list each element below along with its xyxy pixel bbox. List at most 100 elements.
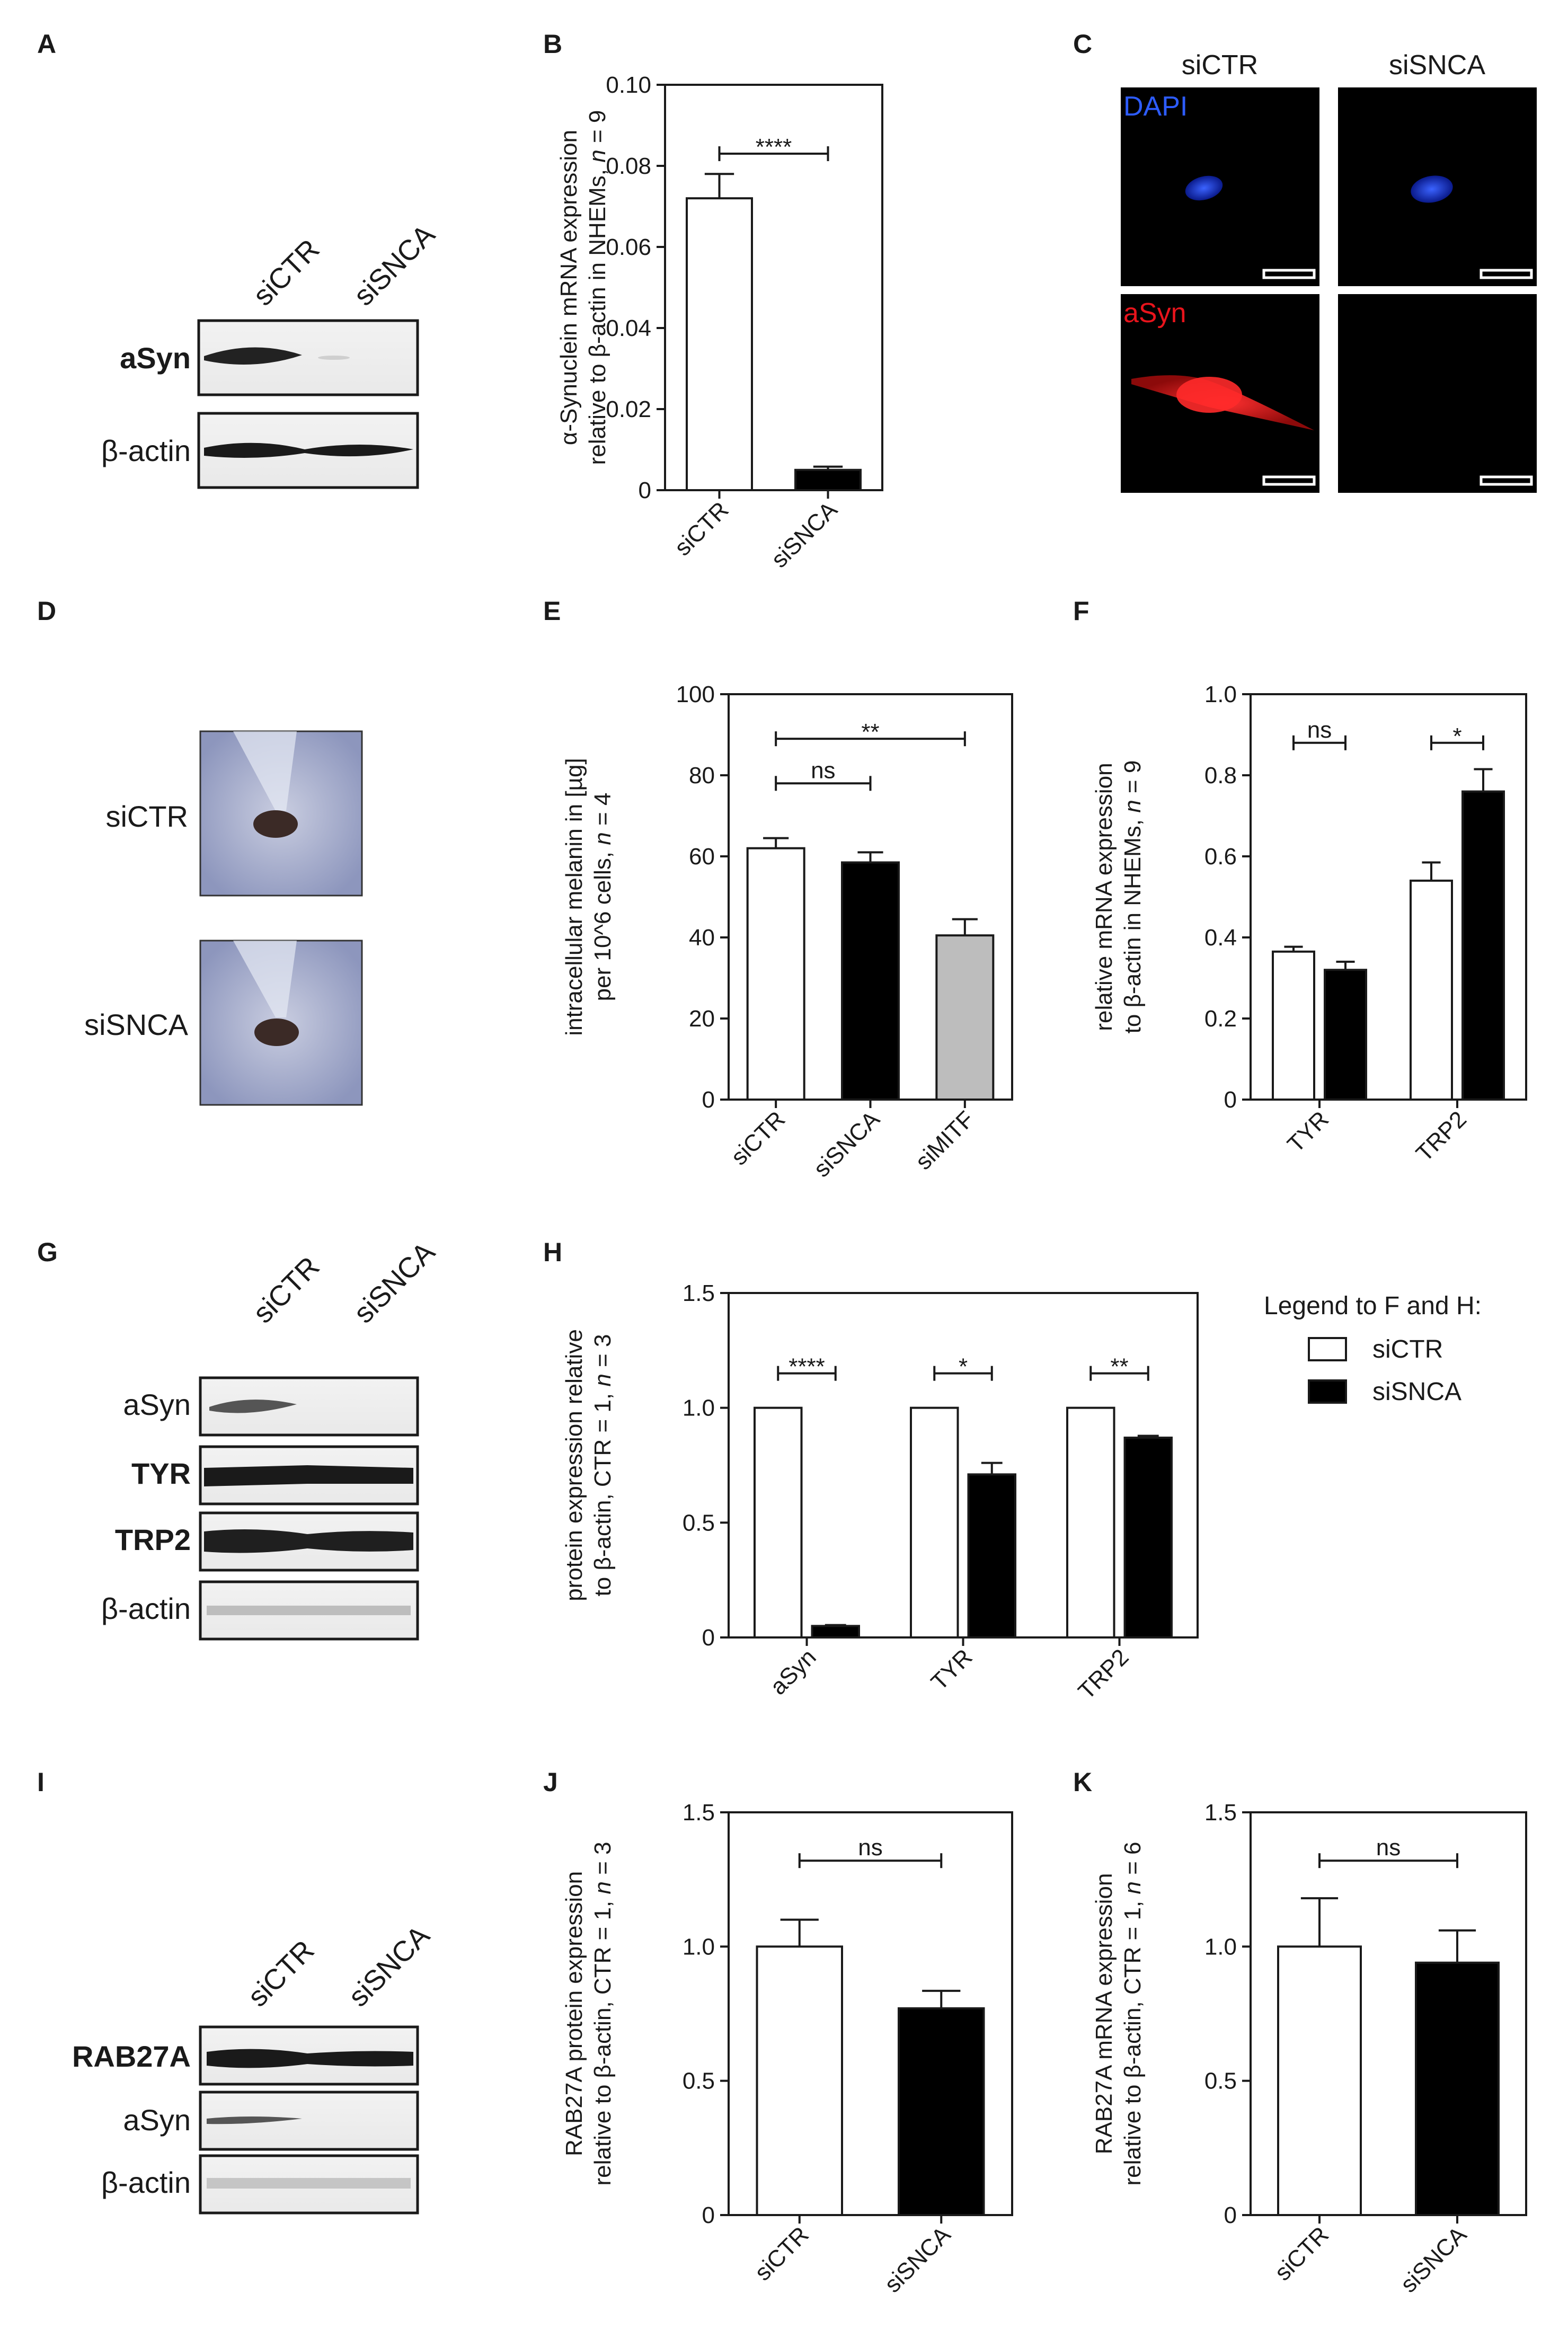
legend-label-2: siSNCA xyxy=(1372,1378,1461,1406)
panel-label-b: B xyxy=(543,29,562,59)
blot-i-row-3-label: β-actin xyxy=(101,2166,191,2199)
chart-h-ytick-label-1: 0.5 xyxy=(683,1510,715,1536)
chart-k-ytick-label-2: 1.0 xyxy=(1204,1934,1237,1960)
panel-label-d: D xyxy=(37,596,56,626)
chart-h-xlabel-asyn: aSyn xyxy=(765,1644,821,1700)
blot-g-asyn-band xyxy=(209,1400,297,1413)
chart-e-xlabel-sisnca: siSNCA xyxy=(809,1106,885,1182)
micro-dapi-label: DAPI xyxy=(1123,91,1188,122)
chart-h-sig-1-label: * xyxy=(959,1354,968,1380)
chart-b-xlabel-sisnca: siSNCA xyxy=(766,497,843,573)
legend-swatch-1 xyxy=(1308,1337,1347,1361)
blot-g-row-3-label: TRP2 xyxy=(115,1523,191,1556)
chart-e-ylabel-line-2: per 10^6 cells, n = 4 xyxy=(590,793,616,1002)
micro-asyn-ctr-scalebar xyxy=(1262,475,1316,486)
micro-col-1: siCTR xyxy=(1182,50,1258,81)
chart-f-ytick-label-0: 0 xyxy=(1224,1087,1237,1113)
chart-e: 0 20 40 60 80 100 intracellular melanin in [µg… xyxy=(561,681,1013,1182)
blot-i-lane-1: siCTR xyxy=(242,1934,320,2013)
chart-j-xlabel-sictr: siCTR xyxy=(750,2221,814,2286)
legend-label-1: siCTR xyxy=(1372,1335,1443,1363)
chart-f: 0 0.2 0.4 0.6 0.8 1.0 relative mRNA expression… xyxy=(1091,681,1527,1167)
chart-j-ylabel-line-2: relative to β-actin, CTR = 1, n = 3 xyxy=(590,1842,616,2186)
panel-label-g: G xyxy=(37,1237,58,1267)
chart-b-ytick-label-0: 0 xyxy=(639,477,651,503)
chart-f-bar-trp2-sisnca xyxy=(1461,790,1505,1101)
chart-h-xlabel-tyr: TYR xyxy=(926,1644,978,1695)
chart-e-ytick-label-1: 20 xyxy=(689,1006,715,1032)
chart-b-sig-0-label: **** xyxy=(756,134,792,160)
chart-f-ytick-label-4: 0.8 xyxy=(1204,763,1237,789)
chart-b-ylabel-line-1: α-Synuclein mRNA expression xyxy=(556,130,582,445)
chart-h-sig-2-label: ** xyxy=(1110,1354,1128,1380)
chart-f-frame xyxy=(1250,693,1527,1101)
pellet-snca-label: siSNCA xyxy=(84,1008,189,1041)
blot-g-trp2-band xyxy=(204,1529,413,1553)
micro-col-2: siSNCA xyxy=(1389,50,1485,81)
micro-asyn-label: aSyn xyxy=(1123,298,1186,329)
chart-f-sig-0-label: ns xyxy=(1307,717,1332,743)
chart-k-xlabel-sisnca: siSNCA xyxy=(1396,2221,1472,2298)
chart-e-ylabel-line-1: intracellular melanin in [µg] xyxy=(561,758,587,1035)
blot-a-actin-band xyxy=(204,442,413,458)
chart-h-bar-asyn-sisnca xyxy=(811,1625,860,1639)
chart-b-ytick-label-1: 0.02 xyxy=(606,396,651,422)
blot-g-row-2-label: TYR xyxy=(131,1457,191,1490)
chart-k: 0 0.5 1.0 1.5 RAB27A mRNA expression relative… xyxy=(1091,1800,1527,2298)
chart-h: 0 0.5 1.0 1.5 protein expression relative to … xyxy=(561,1280,1199,1705)
chart-j-xlabel-sisnca: siSNCA xyxy=(880,2221,956,2298)
chart-e-bar-sictr xyxy=(746,847,805,1101)
chart-b-ytick-label-3: 0.06 xyxy=(606,234,651,260)
chart-k-bar-sisnca xyxy=(1415,1961,1500,2217)
pellet-snca-dot xyxy=(254,1019,299,1046)
chart-e-bar-sisnca xyxy=(841,861,900,1101)
chart-j-ytick-label-2: 1.0 xyxy=(683,1934,715,1960)
blot-a-lane-2: siSNCA xyxy=(348,218,441,312)
chart-j-ylabel: RAB27A protein expression relative to β-a… xyxy=(561,1842,616,2186)
blot-g-row-4-label: β-actin xyxy=(101,1592,191,1625)
blot-a-lane-1: siCTR xyxy=(247,233,325,312)
chart-j: 0 0.5 1.0 1.5 RAB27A protein expression relat… xyxy=(561,1800,1013,2298)
blot-i: siCTR siSNCA RAB27A aSyn β-actin xyxy=(72,1919,436,2215)
pellet-ctr-tip xyxy=(233,731,297,811)
chart-f-ytick-label-1: 0.2 xyxy=(1204,1006,1237,1032)
blot-a: siCTR siSNCA aSyn β-actin xyxy=(101,218,441,489)
blot-a-asyn-band xyxy=(204,347,302,365)
blot-a-asyn-band-2 xyxy=(318,356,350,360)
chart-f-ytick-label-2: 0.4 xyxy=(1204,925,1237,951)
chart-e-ytick-label-5: 100 xyxy=(676,681,715,707)
chart-h-ylabel-line-1: protein expression relative xyxy=(561,1329,587,1601)
chart-j-ylabel-line-1: RAB27A protein expression xyxy=(561,1871,587,2156)
chart-f-ytick-label-5: 1.0 xyxy=(1204,681,1237,707)
chart-b-ytick-label-5: 0.10 xyxy=(606,72,651,98)
chart-b-bar-sisnca xyxy=(794,468,862,491)
chart-e-bar-simitf xyxy=(935,934,995,1101)
blot-a-row-2-label: β-actin xyxy=(101,434,191,467)
chart-k-ytick-label-3: 1.5 xyxy=(1204,1800,1237,1826)
chart-h-bar-tyr-sictr xyxy=(910,1406,959,1639)
chart-k-sig-0-label: ns xyxy=(1376,1835,1401,1861)
chart-e-xlabel-sictr: siCTR xyxy=(726,1106,790,1170)
chart-h-ytick-label-3: 1.5 xyxy=(683,1280,715,1306)
micro-asyn-ctr-body xyxy=(1176,377,1242,413)
chart-k-xlabel-sictr: siCTR xyxy=(1270,2221,1334,2286)
chart-e-sig-0-label: ns xyxy=(811,757,835,783)
micro-dapi-snca-nucleus xyxy=(1411,175,1453,203)
chart-h-ylabel: protein expression relative to β-actin, C… xyxy=(561,1329,616,1601)
chart-f-xlabel-trp2: TRP2 xyxy=(1411,1106,1472,1166)
panel-label-j: J xyxy=(543,1767,558,1797)
blot-a-row-1-label: aSyn xyxy=(120,341,191,375)
panel-label-e: E xyxy=(543,596,561,626)
chart-k-ylabel-line-1: RAB27A mRNA expression xyxy=(1091,1873,1117,2155)
blot-g-lane-2: siSNCA xyxy=(348,1236,441,1329)
panel-label-c: C xyxy=(1073,29,1092,59)
chart-b-ylabel-line-2: relative to β-actin in NHEMs, n = 9 xyxy=(584,110,610,465)
blot-g-lane-1: siCTR xyxy=(247,1251,325,1329)
chart-f-bar-trp2-sictr xyxy=(1410,879,1453,1101)
chart-k-ytick-label-0: 0 xyxy=(1224,2202,1237,2228)
chart-f-ytick-label-3: 0.6 xyxy=(1204,844,1237,870)
legend-swatch-2 xyxy=(1308,1379,1347,1404)
pellet-ctr-dot xyxy=(253,810,298,838)
chart-f-ylabel-line-1: relative mRNA expression xyxy=(1091,763,1117,1031)
chart-h-sig-0-label: **** xyxy=(789,1354,825,1380)
